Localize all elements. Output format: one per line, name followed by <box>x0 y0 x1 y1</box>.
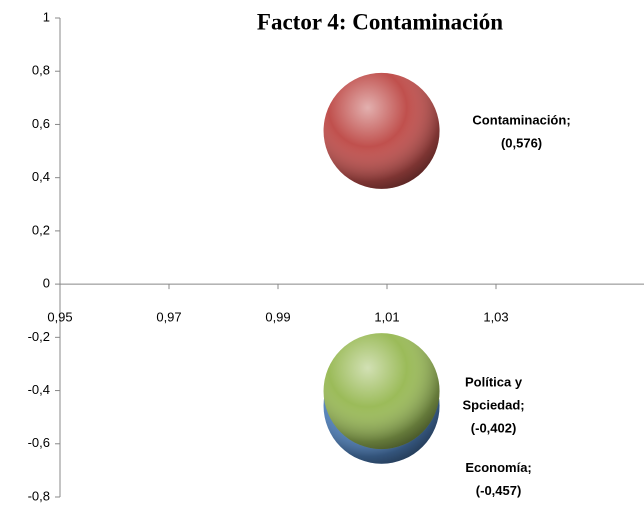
data-label: (0,576) <box>501 135 542 150</box>
y-tick-label: -0,6 <box>28 435 50 450</box>
data-label: Política y <box>465 375 523 390</box>
y-tick-label: -0,4 <box>28 382 50 397</box>
y-tick-label: 0 <box>43 276 50 291</box>
y-tick-label: 1 <box>43 9 50 24</box>
data-label: (-0,402) <box>471 421 517 436</box>
x-tick-label: 0,99 <box>265 310 290 325</box>
y-tick-label: 0,4 <box>32 169 50 184</box>
x-tick-label: 0,95 <box>47 310 72 325</box>
x-tick-label: 1,03 <box>483 310 508 325</box>
bubble-shade <box>323 333 440 450</box>
data-label: Contaminación; <box>472 112 570 127</box>
y-tick-label: 0,8 <box>32 63 50 78</box>
x-tick-label: 0,97 <box>156 310 181 325</box>
data-label: Spciedad; <box>462 398 524 413</box>
x-tick-label: 1,01 <box>374 310 399 325</box>
y-tick-label: -0,2 <box>28 329 50 344</box>
chart-title: Factor 4: Contaminación <box>257 9 503 34</box>
y-tick-label: -0,8 <box>28 488 50 503</box>
y-tick-label: 0,2 <box>32 222 50 237</box>
y-tick-label: 0,6 <box>32 116 50 131</box>
data-label: Economía; <box>465 460 531 475</box>
bubble-shade <box>323 72 440 189</box>
data-label: (-0,457) <box>476 483 522 498</box>
